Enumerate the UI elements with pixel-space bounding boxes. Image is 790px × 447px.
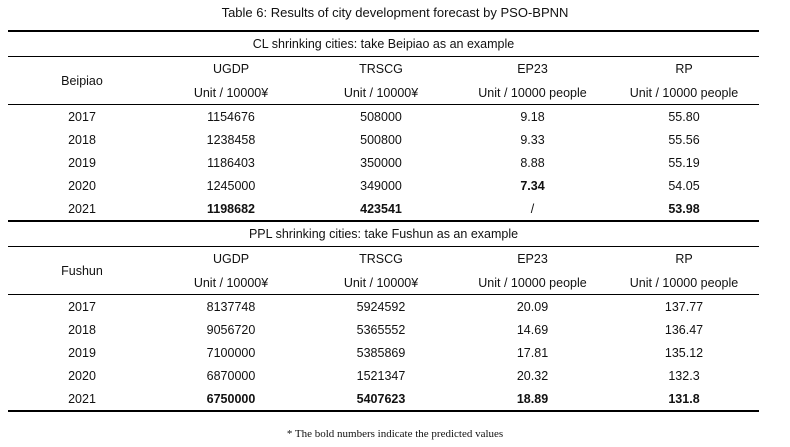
unit-label: Unit / 10000 people — [478, 85, 587, 100]
header-row: Fushun UGDP TRSCG EP23 RP — [8, 246, 759, 295]
unit-label: Unit / 10000¥ — [193, 85, 269, 100]
table-row: 2018 1238458 500800 9.33 55.56 — [8, 128, 759, 151]
value-cell: 6870000 — [206, 368, 256, 383]
predicted-value-cell: 5407623 — [306, 387, 456, 412]
table-row: 2020 6870000 1521347 20.32 132.3 — [8, 364, 759, 387]
predicted-value-cell: 1198682 — [207, 201, 255, 216]
value-cell: 349000 — [360, 178, 402, 193]
value-cell: 508000 — [306, 104, 456, 128]
value-cell: 500800 — [360, 132, 402, 147]
table-caption: Table 6: Results of city development for… — [221, 5, 569, 20]
table-row: 2017 1154676 508000 9.18 55.80 — [8, 104, 759, 128]
value-cell: 9.33 — [520, 132, 545, 147]
year-cell: 2017 — [8, 294, 156, 318]
section-title-row: CL shrinking cities: take Beipiao as an … — [8, 30, 759, 57]
year-cell: 2021 — [8, 387, 156, 412]
table-row: 2021 6750000 5407623 18.89 131.8 — [8, 387, 759, 412]
year-cell: 2019 — [68, 155, 96, 170]
column-header: EP23 — [456, 56, 609, 81]
value-cell: 350000 — [360, 155, 402, 170]
table-row: 2021 1198682 423541 / 53.98 — [8, 197, 759, 221]
year-cell: 2019 — [68, 345, 96, 360]
year-cell: 2020 — [68, 368, 96, 383]
value-cell: 1238458 — [206, 132, 256, 147]
predicted-value-cell: 53.98 — [668, 201, 700, 216]
year-cell: 2018 — [68, 322, 96, 337]
value-cell: 132.3 — [668, 368, 700, 383]
table-row: 2018 9056720 5365552 14.69 136.47 — [8, 318, 759, 341]
value-cell: 54.05 — [668, 178, 700, 193]
forecast-table: CL shrinking cities: take Beipiao as an … — [8, 30, 759, 412]
unit-label: Unit / 10000¥ — [343, 275, 419, 290]
unit-label: Unit / 10000¥ — [343, 85, 419, 100]
value-cell: 55.56 — [668, 132, 700, 147]
column-header: EP23 — [456, 246, 609, 271]
city-name: Beipiao — [8, 56, 156, 105]
value-cell: 5365552 — [356, 322, 406, 337]
year-cell: 2018 — [68, 132, 96, 147]
column-header: RP — [609, 246, 759, 271]
value-cell: 1245000 — [206, 178, 256, 193]
column-header: RP — [609, 56, 759, 81]
table-row: 2017 8137748 5924592 20.09 137.77 — [8, 294, 759, 318]
predicted-value-cell: 423541 — [360, 201, 402, 216]
year-cell: 2017 — [8, 104, 156, 128]
value-cell: 136.47 — [664, 322, 704, 337]
year-cell: 2020 — [68, 178, 96, 193]
column-header: TRSCG — [306, 246, 456, 271]
value-cell: 1154676 — [156, 104, 306, 128]
unit-label: Unit / 10000 people — [478, 275, 587, 290]
value-cell: 20.32 — [516, 368, 549, 383]
predicted-value-cell: 18.89 — [456, 387, 609, 412]
unit-label: Unit / 10000 people — [629, 85, 739, 100]
column-header: TRSCG — [306, 56, 456, 81]
unit-row: Unit / 10000¥ Unit / 10000¥ Unit / 10000 p… — [8, 271, 759, 295]
value-cell: 9056720 — [206, 322, 256, 337]
value-cell: 7100000 — [206, 345, 256, 360]
predicted-value-cell: 131.8 — [609, 387, 759, 412]
value-cell: 8.88 — [520, 155, 545, 170]
table-footnote: * The bold numbers indicate the predicte… — [286, 428, 504, 440]
header-row: Beipiao UGDP TRSCG EP23 RP — [8, 56, 759, 105]
unit-label: Unit / 10000 people — [629, 275, 739, 290]
column-header: UGDP — [156, 56, 306, 81]
value-cell: 1521347 — [356, 368, 406, 383]
table-row: 2019 7100000 5385869 17.81 135.12 — [8, 341, 759, 364]
year-cell: 2021 — [68, 201, 96, 216]
value-cell: 9.18 — [456, 104, 609, 128]
value-cell: 5924592 — [306, 294, 456, 318]
value-cell: 8137748 — [156, 294, 306, 318]
value-cell: 137.77 — [609, 294, 759, 318]
section-title-row: PPL shrinking cities: take Fushun as an … — [8, 220, 759, 247]
predicted-value-cell: 7.34 — [520, 178, 545, 193]
column-header: UGDP — [156, 246, 306, 271]
value-cell: 17.81 — [516, 345, 549, 360]
value-cell: 1186403 — [207, 155, 255, 170]
unit-row: Unit / 10000¥ Unit / 10000¥ Unit / 10000 p… — [8, 81, 759, 105]
table-row: 2019 1186403 350000 8.88 55.19 — [8, 151, 759, 174]
value-cell: 55.80 — [609, 104, 759, 128]
value-cell: 135.12 — [664, 345, 704, 360]
value-cell: 55.19 — [668, 155, 700, 170]
table-row: 2020 1245000 349000 7.34 54.05 — [8, 174, 759, 197]
value-cell: 5385869 — [356, 345, 406, 360]
section-title: CL shrinking cities: take Beipiao as an … — [8, 30, 759, 57]
city-name: Fushun — [8, 246, 156, 295]
predicted-value-cell: 6750000 — [156, 387, 306, 412]
section-title: PPL shrinking cities: take Fushun as an … — [8, 220, 759, 247]
value-cell: / — [530, 201, 535, 216]
value-cell: 14.69 — [516, 322, 549, 337]
value-cell: 20.09 — [456, 294, 609, 318]
unit-label: Unit / 10000¥ — [193, 275, 269, 290]
